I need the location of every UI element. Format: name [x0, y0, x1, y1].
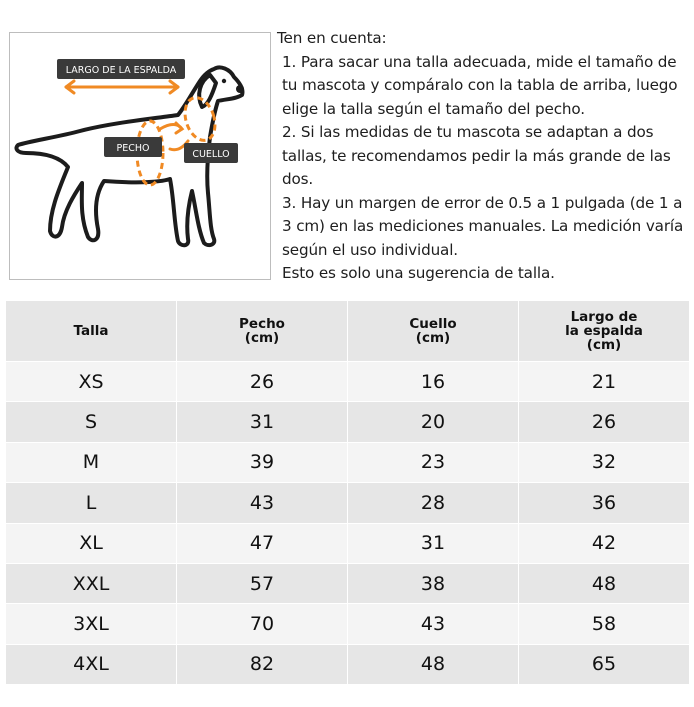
cell-back: 48	[518, 562, 690, 605]
cell-back: 42	[518, 522, 690, 564]
cell-size: S	[5, 401, 177, 443]
cell-back: 65	[518, 643, 690, 686]
table-row: XL 47 31 42	[5, 522, 690, 564]
notes-heading: Ten en cuenta:	[277, 29, 387, 47]
header-back-length: Largo de la espalda (cm)	[518, 300, 690, 362]
table-row: 4XL 82 48 65	[5, 643, 690, 686]
cell-neck: 23	[347, 441, 519, 484]
table-row: M 39 23 32	[5, 441, 690, 484]
cell-neck: 31	[347, 522, 519, 564]
cell-size: XL	[5, 522, 177, 564]
table-row: S 31 20 26	[5, 401, 690, 443]
table-row: XXL 57 38 48	[5, 562, 690, 605]
header-chest: Pecho (cm)	[176, 300, 348, 362]
table-header-row: Talla Pecho (cm) Cuello (cm) Largo de la…	[5, 300, 690, 362]
notes-footer: Esto es solo una sugerencia de talla.	[282, 264, 555, 282]
cell-size: M	[5, 441, 177, 484]
cell-back: 32	[518, 441, 690, 484]
table-row: L 43 28 36	[5, 482, 690, 524]
cell-neck: 16	[347, 360, 519, 403]
table-row: XS 26 16 21	[5, 360, 690, 403]
cell-size: XXL	[5, 562, 177, 605]
cell-neck: 20	[347, 401, 519, 443]
cell-chest: 82	[176, 643, 348, 686]
cell-neck: 38	[347, 562, 519, 605]
note-item-3: 3. Hay un margen de error de 0.5 a 1 pul…	[282, 193, 684, 259]
cell-chest: 43	[176, 482, 348, 524]
cell-chest: 70	[176, 603, 348, 645]
cell-back: 21	[518, 360, 690, 403]
cell-chest: 39	[176, 441, 348, 484]
cell-size: 3XL	[5, 603, 177, 645]
header-neck: Cuello (cm)	[347, 300, 519, 362]
chest-label: PECHO	[117, 143, 150, 154]
note-item-2: 2. Si las medidas de tu mascota se adapt…	[282, 123, 671, 188]
back-length-label: LARGO DE LA ESPALDA	[66, 65, 177, 76]
size-chart-table: Talla Pecho (cm) Cuello (cm) Largo de la…	[5, 300, 690, 686]
cell-back: 58	[518, 603, 690, 645]
cell-chest: 57	[176, 562, 348, 605]
sizing-notes: Ten en cuenta: 1. Para sacar una talla a…	[277, 27, 691, 286]
cell-neck: 28	[347, 482, 519, 524]
dog-silhouette-icon: LARGO DE LA ESPALDA PECHO CUELLO	[14, 59, 245, 248]
cell-back: 26	[518, 401, 690, 443]
table-row: 3XL 70 43 58	[5, 603, 690, 645]
cell-chest: 31	[176, 401, 348, 443]
cell-size: L	[5, 482, 177, 524]
cell-back: 36	[518, 482, 690, 524]
cell-chest: 47	[176, 522, 348, 564]
note-item-1: 1. Para sacar una talla adecuada, mide e…	[282, 52, 678, 118]
cell-size: XS	[5, 360, 177, 403]
cell-neck: 48	[347, 643, 519, 686]
neck-label: CUELLO	[192, 149, 229, 160]
dog-measurement-diagram: LARGO DE LA ESPALDA PECHO CUELLO	[9, 32, 271, 280]
cell-neck: 43	[347, 603, 519, 645]
cell-size: 4XL	[5, 643, 177, 686]
header-size: Talla	[5, 300, 177, 362]
cell-chest: 26	[176, 360, 348, 403]
